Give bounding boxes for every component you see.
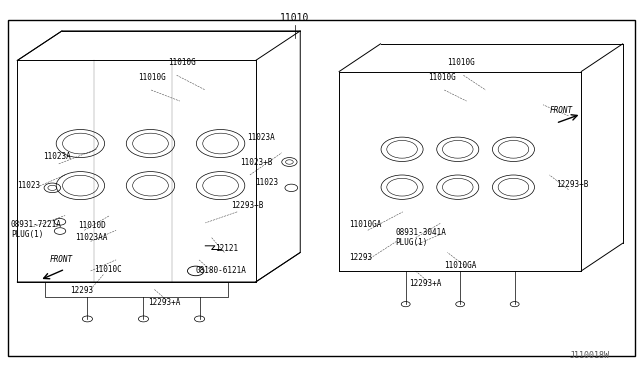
Text: 08931-3041A: 08931-3041A [395, 228, 446, 237]
Text: 12293+B: 12293+B [556, 180, 588, 189]
Text: PLUG(1): PLUG(1) [395, 238, 428, 247]
Text: 11023: 11023 [17, 182, 40, 190]
Text: 11023+B: 11023+B [241, 157, 273, 167]
Text: 11010D: 11010D [78, 221, 106, 230]
Text: 11010G: 11010G [447, 58, 475, 67]
Text: 11023AA: 11023AA [75, 233, 107, 242]
Text: PLUG(1): PLUG(1) [11, 230, 44, 239]
Text: 11023A: 11023A [43, 152, 70, 161]
Text: 08180-6121A: 08180-6121A [196, 266, 246, 275]
Text: 11023: 11023 [255, 178, 278, 187]
Text: J110018W: J110018W [570, 350, 610, 359]
Text: FRONT: FRONT [549, 106, 573, 115]
Text: 11010G: 11010G [168, 58, 196, 67]
Text: 12293: 12293 [349, 253, 372, 263]
Text: 11010G: 11010G [138, 73, 166, 81]
Text: 12293+A: 12293+A [409, 279, 442, 288]
Text: 12293+A: 12293+A [148, 298, 180, 307]
Text: 08931-7221A: 08931-7221A [11, 220, 62, 229]
Text: 11010G: 11010G [428, 73, 456, 81]
Text: 11010C: 11010C [94, 264, 122, 273]
Text: 11010: 11010 [280, 13, 309, 23]
Text: FRONT: FRONT [49, 255, 72, 264]
Text: 11023A: 11023A [246, 133, 275, 142]
Text: 12293: 12293 [70, 286, 93, 295]
Text: 12121: 12121 [215, 244, 238, 253]
Text: 12293+B: 12293+B [231, 201, 263, 210]
Text: 11010GA: 11010GA [444, 261, 477, 270]
Text: 11010GA: 11010GA [349, 220, 381, 229]
